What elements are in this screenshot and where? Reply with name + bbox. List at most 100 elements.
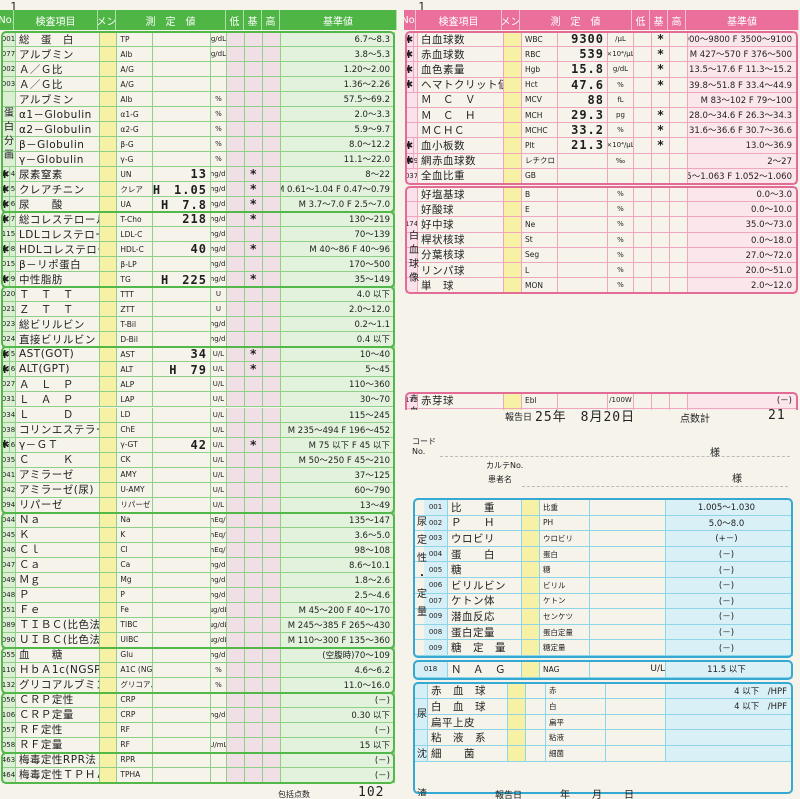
comment-cell: [99, 332, 118, 347]
measured-value: [153, 107, 211, 122]
measured-value: [558, 187, 608, 202]
measured-value: [153, 452, 211, 467]
measured-value: [153, 407, 211, 422]
test-item: グリコアルブミン: [16, 677, 100, 692]
test-abbr: Ca: [117, 557, 154, 572]
unit: fL: [608, 92, 634, 107]
row-number: 026: [2, 362, 16, 377]
row-number: 009: [2, 272, 16, 287]
group-box: [1, 346, 395, 514]
test-item: 好酸球: [418, 202, 504, 217]
flag-high: [262, 272, 281, 287]
row-number: [2, 92, 16, 107]
unit: [211, 62, 227, 77]
patient-sama-2: 様: [732, 474, 742, 485]
row-number: 009: [424, 640, 448, 655]
row-number: 038: [2, 422, 16, 437]
comment-cell: [99, 227, 118, 242]
test-abbr: UN: [117, 167, 154, 182]
row-number: 027: [2, 377, 16, 392]
header-cell: コメント: [98, 10, 116, 30]
row-number: 024: [2, 332, 16, 347]
header-cell: 検査項目: [14, 10, 98, 30]
measured-value: [153, 122, 211, 137]
flag-normal: [244, 587, 263, 602]
flag-normal: [244, 602, 263, 617]
comment-cell: [504, 62, 522, 77]
test-abbr: TPHA: [117, 767, 154, 782]
flag-high: [262, 152, 281, 167]
flag-normal: [652, 202, 670, 217]
unit: [211, 722, 227, 737]
flag-low: [226, 692, 245, 707]
measured-value: [590, 609, 666, 624]
unit: %: [608, 187, 634, 202]
row-number: 051: [2, 602, 16, 617]
table-row: アルブミン Alb% 57.5～69.2: [2, 92, 395, 108]
flag-normal: [652, 408, 670, 410]
unit: U/L: [211, 377, 227, 392]
comment-cell: [99, 437, 118, 452]
flag-normal: [652, 168, 670, 183]
row-number: 004: [2, 167, 16, 182]
flag-high: [262, 317, 281, 332]
abnormal-mark-icon: ✱: [404, 62, 415, 77]
test-item: アルブミン: [16, 47, 100, 62]
abnormal-mark-icon: ✱: [0, 362, 11, 377]
flag-low: [226, 317, 245, 332]
report-date-value: 25年 8月20日: [535, 410, 636, 425]
table-row: 045ＫKmEq/L3.6～5.0: [2, 527, 395, 543]
flag-low: [634, 168, 652, 183]
comment-cell: [99, 167, 118, 182]
header-cell: No.: [0, 10, 14, 30]
measured-value: [606, 699, 666, 714]
test-abbr: MCV: [522, 92, 558, 107]
table-row: 018 Ｎ Ａ Ｇ NAG U/L 11.5 以下: [414, 662, 793, 678]
flag-low: [226, 437, 245, 452]
test-abbr: ALT: [117, 362, 154, 377]
test-item: 尿素窒素: [16, 167, 100, 182]
unit: %: [608, 77, 634, 92]
unit: [608, 168, 634, 183]
unit: %: [211, 122, 227, 137]
comment-cell: [99, 467, 118, 482]
code-label: コード No.: [412, 437, 436, 456]
test-item: ＣＲＰ定量: [16, 707, 100, 722]
measured-value: [153, 557, 211, 572]
test-abbr: A1C (NGSP): [117, 662, 154, 677]
flag-normal: [652, 232, 670, 247]
row-number: 009: [424, 609, 448, 624]
test-item: アミラーゼ(尿): [16, 482, 100, 497]
row-number: 132: [2, 677, 16, 692]
test-item: Ｔ Ｔ Ｔ: [16, 287, 100, 302]
test-item: リパーゼ: [16, 497, 100, 512]
group-box: [405, 31, 798, 185]
test-item: Ｌ Ａ Ｐ: [16, 392, 100, 407]
urine-report-month: 月: [592, 790, 602, 799]
unit: μg/dL: [211, 602, 227, 617]
flag-low: [226, 602, 245, 617]
row-number: 048: [2, 587, 16, 602]
flag-low: [226, 197, 245, 212]
side-label: 定: [417, 535, 427, 546]
side-label: ・: [417, 571, 427, 582]
test-item: β－Globulin: [16, 137, 100, 152]
row-number: 042: [2, 482, 16, 497]
unit: mg/dL: [211, 317, 227, 332]
unit: U/L: [211, 467, 227, 482]
measured-value: [526, 699, 546, 714]
table-row: ✱009網赤血球数レチクロ‰2～27: [404, 153, 797, 169]
points-label: 点数計: [680, 414, 710, 425]
group-box: [1, 211, 395, 289]
flag-low: [226, 527, 245, 542]
table-row: 037全血比重GBM 1.055～1.063 F 1.052～1.060: [406, 168, 797, 184]
header-cell: 高: [668, 10, 686, 30]
table-row: ✱ 026 ALT(GPT) ALT H 79 U/L * 5～45: [0, 362, 395, 378]
flag-normal: [244, 692, 263, 707]
test-abbr: NAG: [540, 662, 590, 677]
test-item: 桿状核球: [418, 232, 504, 247]
flag-low: [226, 47, 245, 62]
test-abbr: CRP: [117, 707, 154, 722]
report-date-label: 報告日: [505, 413, 533, 423]
